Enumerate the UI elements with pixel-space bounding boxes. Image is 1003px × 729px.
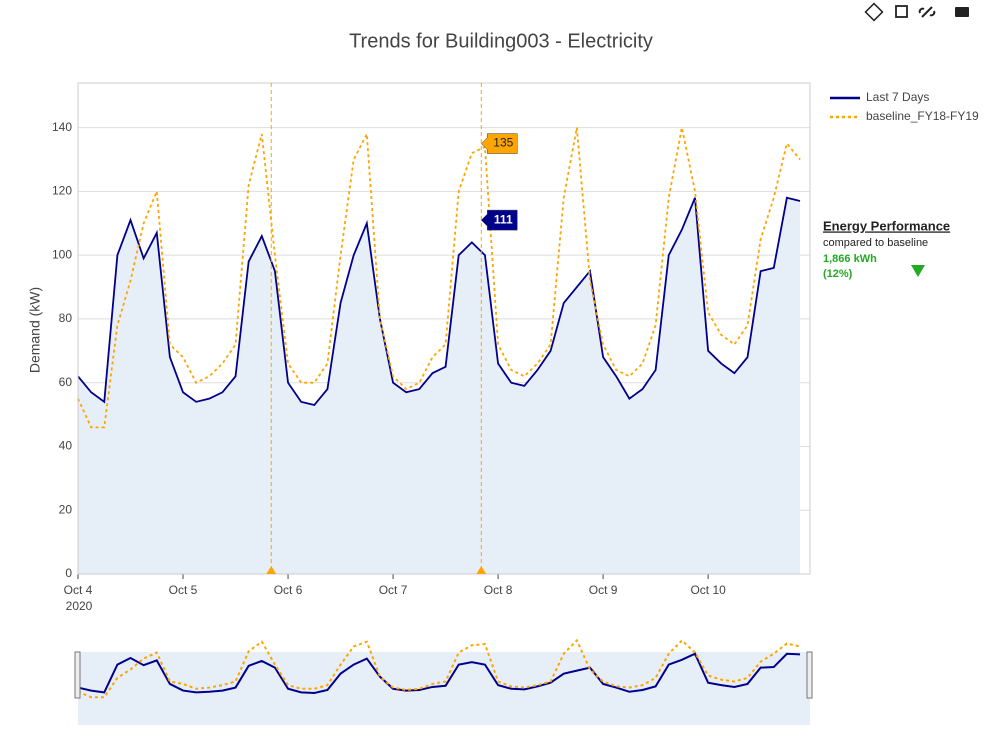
y-tick-label: 20 bbox=[59, 502, 73, 516]
y-tick-label: 60 bbox=[59, 375, 73, 389]
camera-icon[interactable] bbox=[955, 7, 969, 17]
mini-area bbox=[78, 653, 801, 725]
y-tick-label: 100 bbox=[52, 247, 72, 261]
hover-box bbox=[480, 133, 518, 154]
panel-percent: (12%) bbox=[823, 268, 853, 280]
y-axis-label: Demand (kW) bbox=[27, 287, 43, 373]
x-tick-label: Oct 7 bbox=[379, 583, 408, 597]
y-tick-label: 80 bbox=[59, 311, 73, 325]
series-line bbox=[77, 196, 801, 407]
panel-amount: 1,866 kWh bbox=[823, 253, 877, 265]
series-line bbox=[77, 127, 801, 429]
mini-line bbox=[77, 638, 801, 699]
tag-icon[interactable] bbox=[864, 2, 884, 22]
panel-subtitle: compared to baseline bbox=[823, 237, 928, 249]
edit-icon[interactable] bbox=[895, 5, 908, 18]
x-tick-label: Oct 9 bbox=[589, 583, 618, 597]
link-icon[interactable] bbox=[918, 6, 936, 18]
hover-box bbox=[480, 209, 518, 231]
y-tick-label: 120 bbox=[52, 184, 72, 198]
mini-line bbox=[77, 652, 801, 694]
legend-label: baseline_FY18-FY19 bbox=[866, 109, 979, 123]
y-tick-label: 40 bbox=[59, 439, 73, 453]
hover-text: 111 bbox=[494, 212, 513, 226]
x-tick-label: Oct 10 bbox=[690, 583, 726, 597]
spike-marker bbox=[266, 566, 277, 574]
legend-label: Last 7 Days bbox=[866, 90, 929, 104]
plot-frame bbox=[77, 82, 811, 575]
x-year-label: 2020 bbox=[66, 599, 93, 613]
x-tick-label: Oct 4 bbox=[64, 583, 93, 597]
y-tick-label: 0 bbox=[65, 566, 72, 580]
range-handle[interactable] bbox=[74, 651, 81, 699]
down-arrow bbox=[911, 265, 925, 277]
area bbox=[78, 197, 801, 574]
y-tick-label: 140 bbox=[52, 120, 72, 134]
x-tick-label: Oct 8 bbox=[484, 583, 513, 597]
hover-label: 135 bbox=[480, 133, 518, 154]
hover-label: 111 bbox=[480, 209, 518, 231]
range-handle[interactable] bbox=[806, 651, 813, 699]
panel-title: Energy Performance bbox=[823, 218, 950, 233]
modebar[interactable] bbox=[864, 2, 969, 22]
hover-text: 135 bbox=[493, 136, 513, 150]
chart-title: Trends for Building003 - Electricity bbox=[349, 30, 653, 52]
x-tick-label: Oct 6 bbox=[274, 583, 303, 597]
x-tick-label: Oct 5 bbox=[169, 583, 198, 597]
spike-marker bbox=[476, 566, 487, 574]
